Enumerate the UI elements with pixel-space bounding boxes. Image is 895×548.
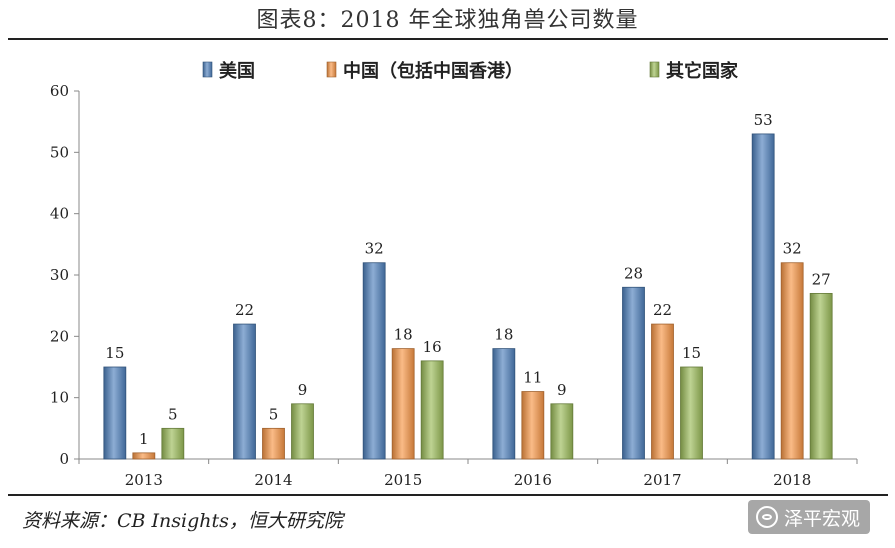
bar-美国-2018 xyxy=(751,133,775,460)
y-axis: 0 10 20 30 40 50 60 xyxy=(50,82,80,468)
data-label: 5 xyxy=(168,405,178,423)
data-label: 18 xyxy=(394,326,413,344)
bar-其它国家-2015 xyxy=(420,360,444,460)
data-label: 16 xyxy=(423,338,442,356)
data-label: 1 xyxy=(139,430,149,448)
bar-中国（包括中国香港）-2016 xyxy=(521,391,545,460)
data-label: 28 xyxy=(624,264,643,282)
bar-其它国家-2014 xyxy=(291,403,314,460)
legend: 美国 中国（包括中国香港） 其它国家 xyxy=(202,60,739,82)
y-tick-label: 50 xyxy=(50,143,69,161)
watermark: 泽平宏观 xyxy=(748,500,871,534)
x-tick-label: 2018 xyxy=(773,471,811,489)
bar-其它国家-2016 xyxy=(550,403,574,460)
data-label: 9 xyxy=(557,381,567,399)
wechat-icon xyxy=(756,506,778,528)
legend-label: 其它国家 xyxy=(666,60,739,82)
source-note: 资料来源：CB Insights，恒大研究院 xyxy=(22,510,343,532)
data-label: 5 xyxy=(269,405,279,423)
bar-美国-2013 xyxy=(103,366,127,460)
legend-swatch xyxy=(649,61,660,78)
y-tick-label: 20 xyxy=(50,327,69,345)
data-label: 11 xyxy=(523,369,542,387)
bar-美国-2017 xyxy=(622,286,645,460)
data-label: 32 xyxy=(365,240,384,258)
data-label: 9 xyxy=(298,381,308,399)
bar-其它国家-2017 xyxy=(680,366,703,460)
bar-中国（包括中国香港）-2013 xyxy=(132,452,156,460)
data-label: 27 xyxy=(812,270,831,288)
x-tick-label: 2016 xyxy=(514,471,552,489)
bar-中国（包括中国香港）-2014 xyxy=(262,427,285,460)
x-tick-label: 2013 xyxy=(125,471,163,489)
data-label: 22 xyxy=(235,301,254,319)
figure-title: 图表8：2018 年全球独角兽公司数量 xyxy=(256,8,639,33)
bar-其它国家-2018 xyxy=(809,292,833,460)
bar-美国-2016 xyxy=(492,348,516,460)
watermark-text: 泽平宏观 xyxy=(784,507,861,530)
x-tick-label: 2017 xyxy=(643,471,681,489)
bar-中国（包括中国香港）-2015 xyxy=(391,348,415,460)
legend-swatch xyxy=(326,61,337,78)
bar-中国（包括中国香港）-2018 xyxy=(780,262,804,460)
bar-美国-2015 xyxy=(362,262,386,460)
bar-中国（包括中国香港）-2017 xyxy=(651,323,674,460)
y-tick-label: 10 xyxy=(50,389,69,407)
y-tick-label: 0 xyxy=(59,450,69,468)
data-label: 32 xyxy=(783,240,802,258)
x-tick-label: 2014 xyxy=(254,471,292,489)
bar-其它国家-2013 xyxy=(161,427,185,460)
bars xyxy=(103,133,833,460)
bar-美国-2014 xyxy=(233,323,256,460)
top-rule xyxy=(8,38,888,40)
data-label: 15 xyxy=(105,344,124,362)
data-label: 22 xyxy=(653,301,672,319)
data-label: 18 xyxy=(494,326,513,344)
legend-label: 中国（包括中国香港） xyxy=(343,60,523,82)
x-axis: 2013 2014 2015 2016 2017 2018 xyxy=(78,458,858,489)
bottom-rule xyxy=(8,494,888,496)
legend-label: 美国 xyxy=(219,60,255,82)
legend-swatch xyxy=(202,61,213,78)
x-tick-label: 2015 xyxy=(384,471,422,489)
data-label: 53 xyxy=(754,111,773,129)
y-tick-label: 40 xyxy=(50,205,69,223)
data-label: 15 xyxy=(682,344,701,362)
y-tick-label: 60 xyxy=(50,82,69,100)
y-tick-label: 30 xyxy=(50,266,69,284)
